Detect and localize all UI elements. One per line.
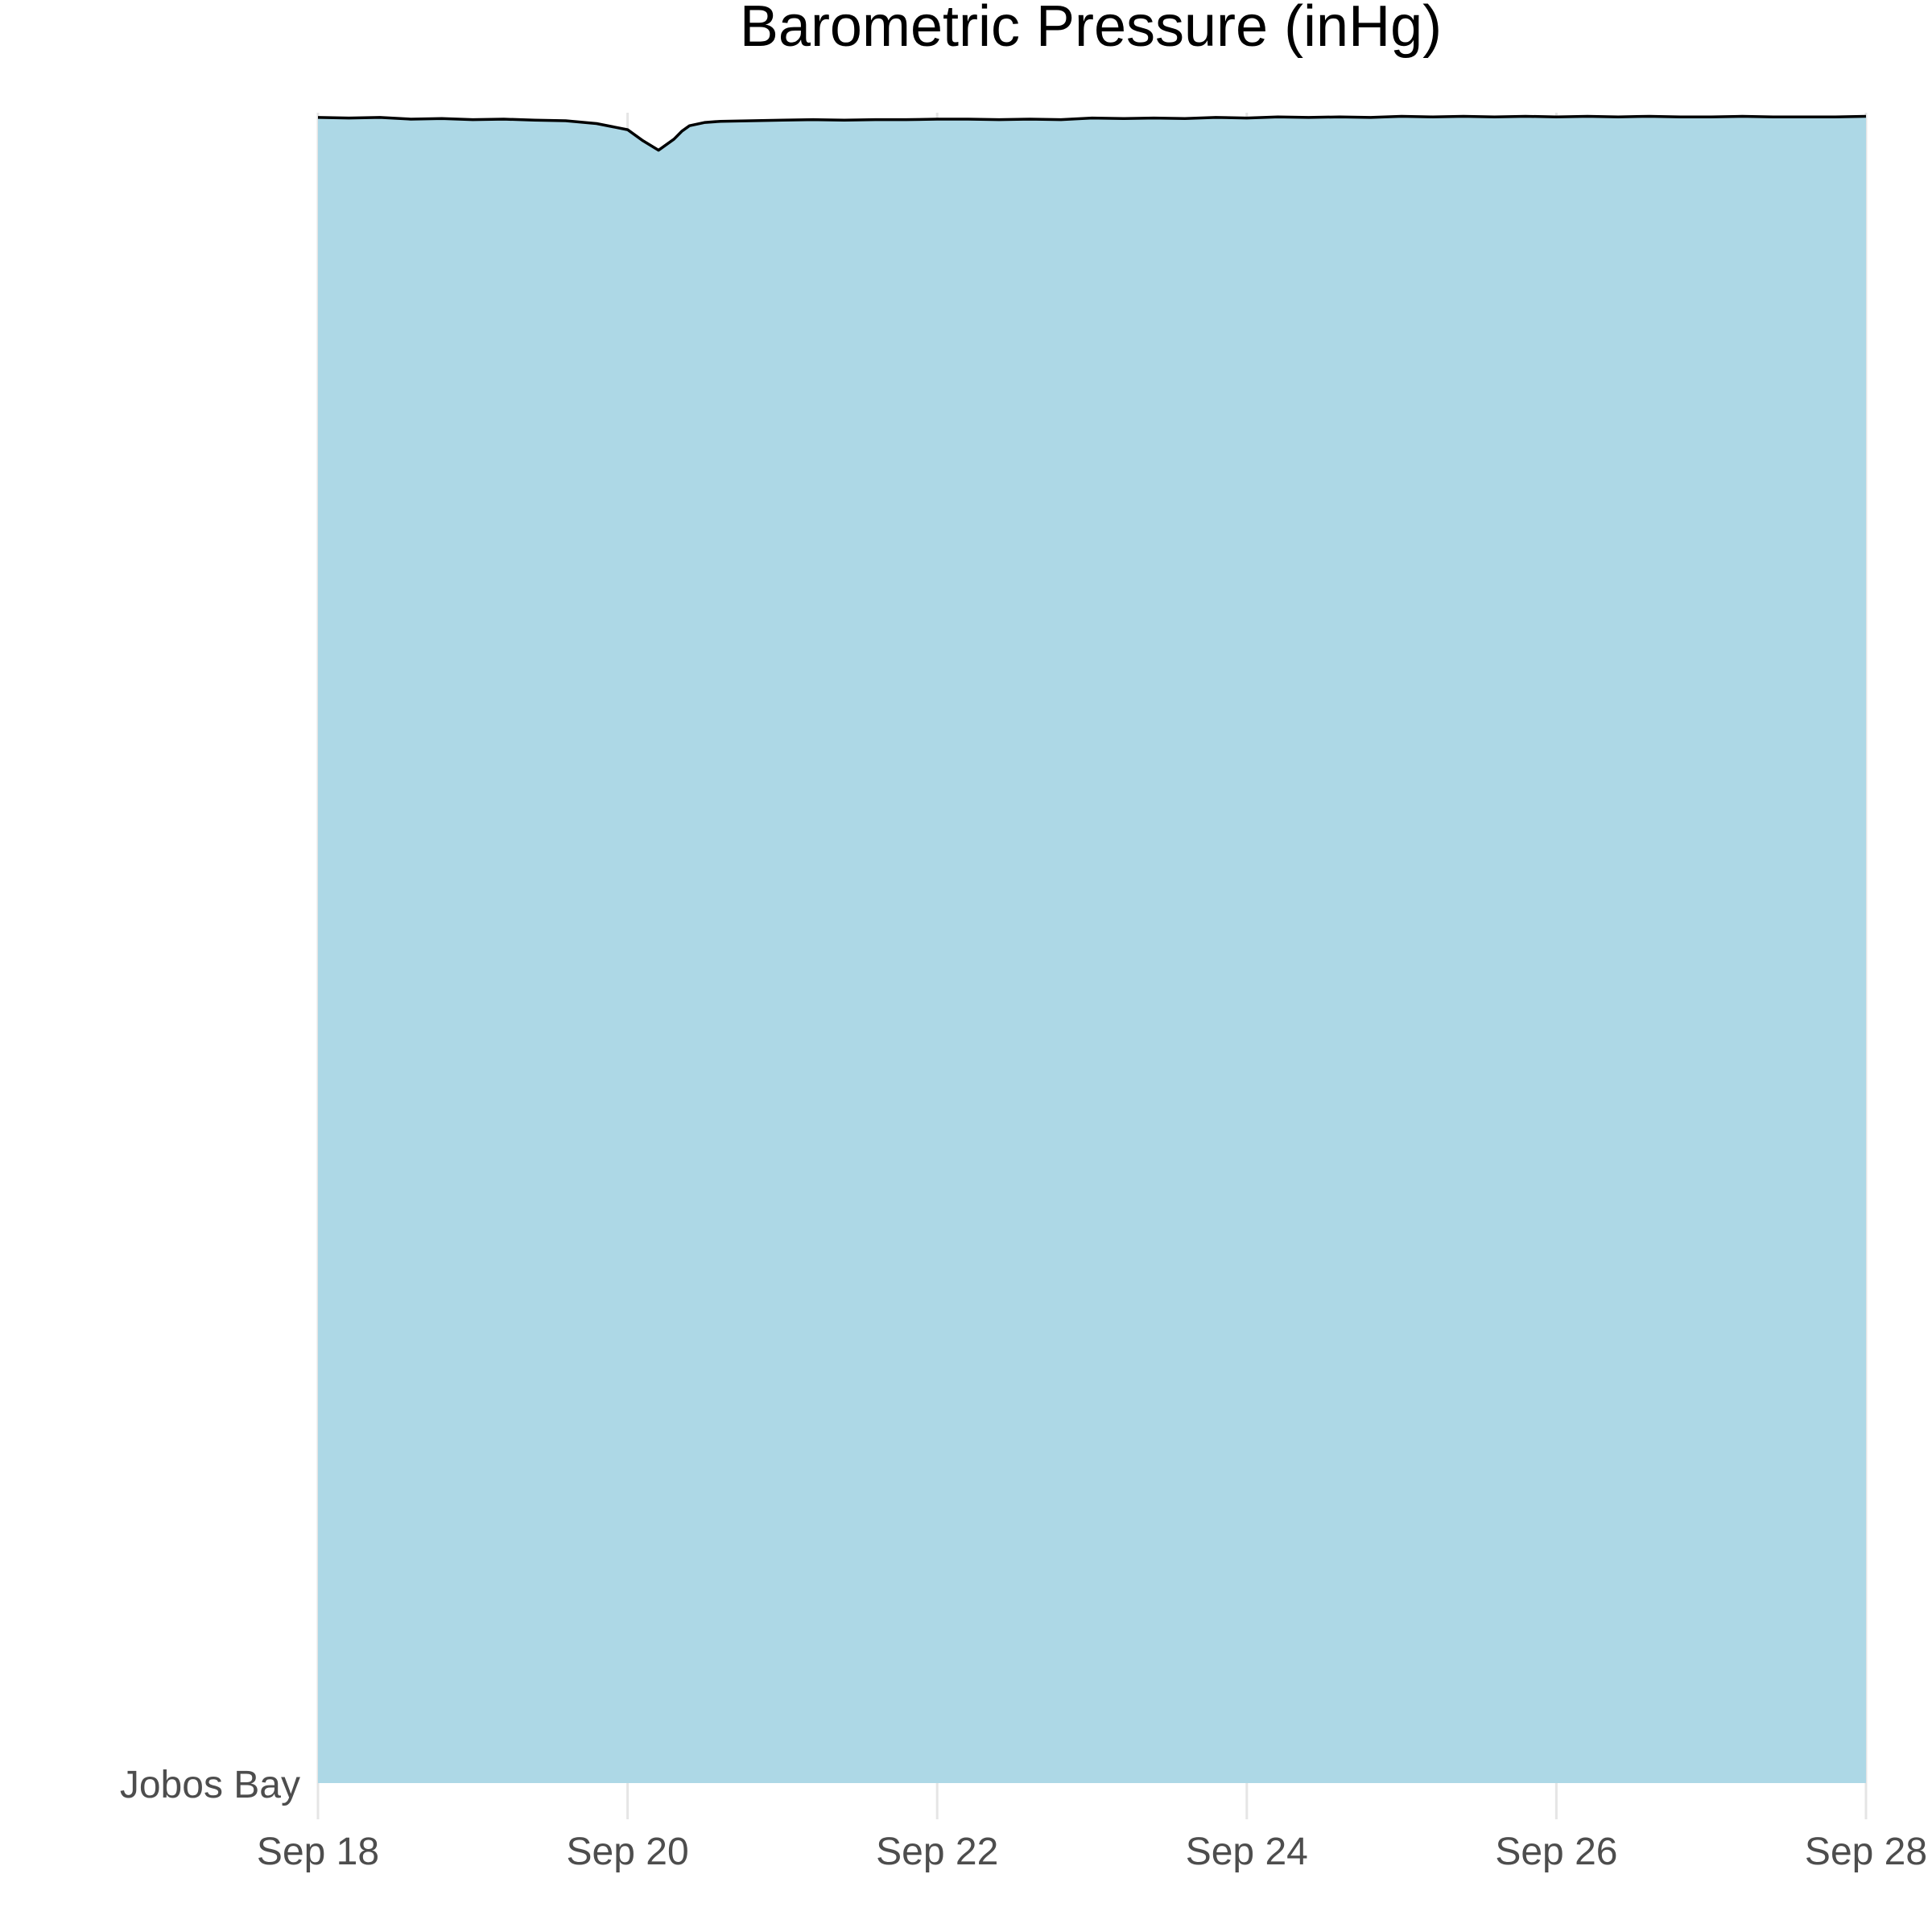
plot-area [317,114,1867,1783]
x-tick-label: Sep 24 [1186,1831,1308,1873]
x-tick-label: Sep 26 [1495,1831,1617,1873]
x-tick-label: Sep 28 [1805,1831,1927,1873]
pressure-area [318,116,1866,1783]
x-tick-label: Sep 22 [876,1831,998,1873]
x-tick-label: Sep 20 [567,1831,689,1873]
x-axis: Sep 18 Sep 20 Sep 22 Sep 24 Sep 26 Sep 28 [257,1831,1927,1873]
x-tick-label: Sep 18 [257,1831,379,1873]
chart-title: Barometric Pressure (inHg) [740,0,1442,59]
pressure-line [317,114,1867,152]
y-tick-label: Jobos Bay [120,1764,300,1806]
